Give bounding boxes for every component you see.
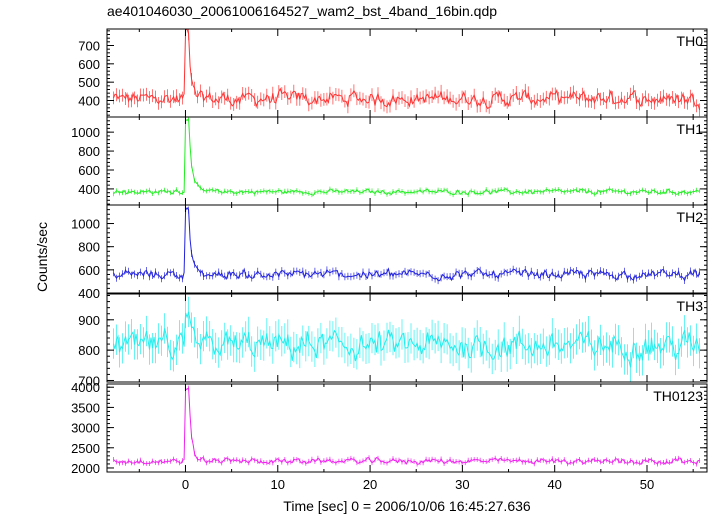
x-tick-label: 10 bbox=[271, 477, 285, 492]
y-tick-label: 500 bbox=[78, 75, 100, 90]
y-tick-label: 600 bbox=[78, 163, 100, 178]
x-tick-label: 50 bbox=[640, 477, 654, 492]
y-tick-label: 3000 bbox=[71, 421, 100, 436]
y-tick-label: 400 bbox=[78, 94, 100, 109]
panel-label-th0123: TH0123 bbox=[653, 388, 703, 404]
x-tick-label: 0 bbox=[182, 477, 189, 492]
series-line-th2 bbox=[113, 207, 701, 282]
panel-frame bbox=[106, 204, 708, 294]
y-tick-label: 4000 bbox=[71, 380, 100, 395]
y-tick-label: 3500 bbox=[71, 400, 100, 415]
series-line-th3 bbox=[113, 311, 701, 368]
panel-th2: 400 600 800 1000 TH2 bbox=[71, 204, 708, 301]
x-axis-label: Time [sec] 0 = 2006/10/06 16:45:27.636 bbox=[283, 498, 531, 514]
y-tick-label: 1000 bbox=[71, 217, 100, 232]
y-axis-label: Counts/sec bbox=[34, 222, 50, 292]
y-tick-label: 900 bbox=[78, 313, 100, 328]
panel-frame bbox=[106, 28, 708, 118]
chart-title: ae401046030_20061006164527_wam2_bst_4ban… bbox=[107, 3, 497, 19]
series-errorbars-th1 bbox=[113, 117, 700, 198]
y-tick-label: 800 bbox=[78, 240, 100, 255]
series-line-th0 bbox=[113, 28, 701, 111]
panel-label-th3: TH3 bbox=[677, 298, 704, 314]
y-tick-label: 600 bbox=[78, 57, 100, 72]
series-line-th1 bbox=[113, 117, 700, 196]
panel-label-th0: TH0 bbox=[677, 33, 704, 49]
panel-th3: 700 800 900 TH3 bbox=[78, 293, 708, 388]
panel-th1: 400 600 800 1000 TH1 bbox=[71, 116, 708, 206]
y-tick-label: 1000 bbox=[71, 125, 100, 140]
y-tick-label: 2000 bbox=[71, 461, 100, 476]
y-tick-label: 600 bbox=[78, 263, 100, 278]
y-tick-label: 400 bbox=[78, 286, 100, 301]
y-tick-label: 800 bbox=[78, 343, 100, 358]
x-tick-label: 20 bbox=[363, 477, 377, 492]
series-errorbars-th3 bbox=[113, 296, 700, 382]
panel-label-th2: TH2 bbox=[677, 209, 704, 225]
y-tick-label: 800 bbox=[78, 144, 100, 159]
panel-frame bbox=[106, 116, 708, 206]
y-tick-label: 400 bbox=[78, 182, 100, 197]
y-tick-label: 2500 bbox=[71, 441, 100, 456]
series-errorbars-th0123 bbox=[113, 385, 700, 467]
x-tick-label: 30 bbox=[455, 477, 469, 492]
panel-th0123: 2000 2500 3000 3500 4000 TH0123 bbox=[71, 380, 708, 476]
panel-frame bbox=[106, 293, 708, 383]
x-tick-label: 40 bbox=[547, 477, 561, 492]
series-line-th0123 bbox=[113, 387, 700, 466]
panel-label-th1: TH1 bbox=[677, 121, 704, 137]
y-tick-label: 700 bbox=[78, 373, 100, 388]
y-tick-label: 700 bbox=[78, 39, 100, 54]
panel-th0: 400 500 600 700 TH0 bbox=[78, 28, 708, 118]
series-errorbars-th0 bbox=[113, 29, 700, 117]
